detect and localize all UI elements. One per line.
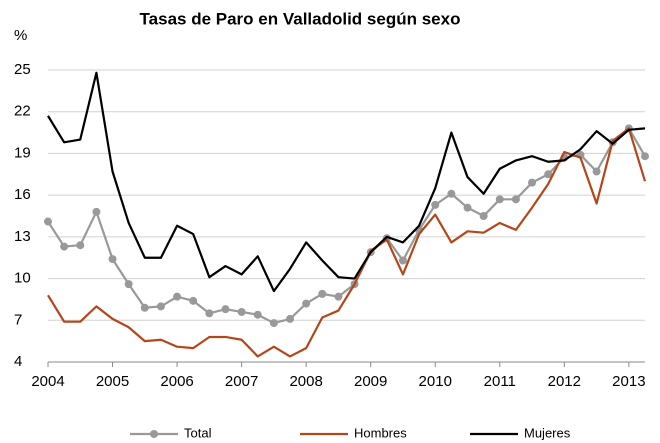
point [76, 241, 85, 250]
point [463, 203, 472, 212]
y-tick-label: 22 [14, 103, 31, 120]
point [495, 195, 504, 204]
point [641, 152, 649, 161]
point [221, 305, 230, 314]
point [447, 189, 456, 198]
y-tick-label: 4 [14, 353, 22, 370]
y-tick-label: 16 [14, 186, 31, 203]
point [92, 207, 101, 216]
y-tick-label: 19 [14, 144, 31, 161]
y-tick-label: 10 [14, 270, 31, 287]
point [253, 310, 262, 319]
y-tick-label: 7 [14, 311, 22, 328]
x-tick-label: 2012 [548, 373, 581, 390]
legend-label: Hombres [354, 425, 407, 440]
x-tick-label: 2007 [225, 373, 258, 390]
series-line [47, 127, 647, 358]
legend-label: Total [184, 425, 212, 440]
point [528, 178, 537, 187]
series-line [47, 127, 646, 325]
point [431, 200, 440, 209]
point [398, 256, 407, 265]
series-line [47, 71, 646, 293]
point [60, 242, 69, 251]
point [140, 303, 149, 312]
x-tick-label: 2005 [96, 373, 129, 390]
point [108, 255, 117, 264]
chart-title: Tasas de Paro en Valladolid según sexo [140, 9, 461, 28]
x-tick-label: 2011 [484, 373, 516, 390]
point [173, 292, 182, 301]
point [156, 302, 165, 311]
x-tick-label: 2013 [612, 373, 645, 390]
legend-marker [150, 430, 158, 438]
x-tick-label: 2009 [354, 373, 387, 390]
point [544, 170, 553, 179]
point [511, 195, 520, 204]
point [269, 319, 278, 328]
point [318, 289, 327, 298]
point [286, 314, 295, 323]
x-tick-label: 2004 [31, 373, 64, 390]
legend-label: Mujeres [524, 425, 571, 440]
y-tick-label: 13 [14, 228, 31, 245]
point [189, 296, 198, 305]
point [205, 309, 214, 318]
point [302, 299, 311, 308]
point [479, 212, 488, 220]
point [124, 280, 133, 289]
x-tick-label: 2006 [160, 373, 193, 390]
y-tick-label: 25 [14, 61, 31, 78]
y-axis-label: % [14, 27, 27, 44]
point [334, 292, 343, 301]
x-tick-label: 2010 [419, 373, 452, 390]
x-tick-label: 2008 [289, 373, 322, 390]
point [44, 217, 52, 226]
point [592, 167, 601, 176]
point [237, 307, 246, 316]
